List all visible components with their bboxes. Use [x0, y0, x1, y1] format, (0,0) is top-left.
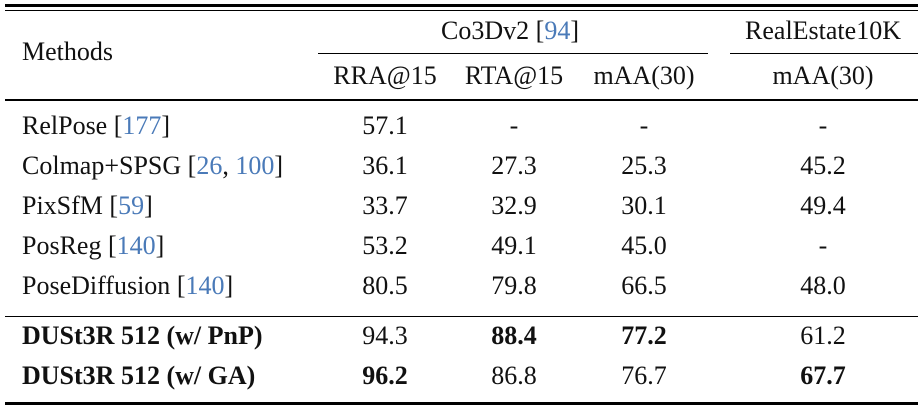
value-cell: 32.9 [491, 191, 537, 220]
cite-bracket: [ [187, 151, 197, 180]
group-co3dv2-cite[interactable]: 94 [544, 16, 571, 45]
col-header-rra15: RRA@15 [333, 61, 437, 90]
top-rule-1 [5, 4, 918, 7]
value-cell: 88.4 [491, 321, 537, 350]
header-rule [5, 99, 918, 101]
method-cell: Colmap+SPSG [26, 100] [22, 151, 283, 181]
value-cell: 49.1 [491, 231, 537, 260]
method-cell: DUSt3R 512 (w/ PnP) [22, 321, 263, 351]
citation-link[interactable]: 140 [116, 231, 156, 260]
col-header-rta15: RTA@15 [464, 61, 564, 90]
value-cell: 25.3 [621, 151, 667, 180]
cite-bracket: ] [161, 111, 171, 140]
value-cell: 66.5 [621, 271, 667, 300]
group-realestate-header: RealEstate10K [745, 16, 901, 45]
value-cell: 76.7 [621, 361, 667, 390]
method-name: DUSt3R 512 (w/ GA) [22, 361, 256, 390]
value-cell: 86.8 [491, 361, 537, 390]
citation-link[interactable]: 177 [122, 111, 162, 140]
method-name: Colmap+SPSG [22, 151, 188, 180]
cite-bracket: [ [113, 111, 123, 140]
value-cell: 79.8 [491, 271, 537, 300]
citation-link[interactable]: 100 [235, 151, 275, 180]
value-cell: 49.4 [800, 191, 846, 220]
value-cell: 33.7 [362, 191, 408, 220]
col-header-maa30-re10k: mAA(30) [772, 61, 874, 90]
value-cell: 45.0 [621, 231, 667, 260]
value-cell: 36.1 [362, 151, 408, 180]
value-cell: - [818, 231, 828, 260]
method-name: PosReg [22, 231, 108, 260]
method-name: RelPose [22, 111, 114, 140]
group-co3dv2-cite-open: [ [535, 16, 545, 45]
method-name: PoseDiffusion [22, 271, 177, 300]
citation-link[interactable]: 26 [196, 151, 223, 180]
value-cell: - [509, 111, 519, 140]
cmidrule-realestate [730, 53, 918, 54]
value-cell: 57.1 [362, 111, 408, 140]
value-cell: 80.5 [362, 271, 408, 300]
citation-link[interactable]: 59 [118, 191, 145, 220]
value-cell: - [818, 111, 828, 140]
cite-bracket: ] [144, 191, 153, 220]
value-cell: 96.2 [362, 361, 408, 390]
value-cell: 77.2 [621, 321, 667, 350]
cite-bracket: ] [224, 271, 234, 300]
value-cell: 27.3 [491, 151, 537, 180]
cite-separator: , [222, 151, 236, 180]
group-co3dv2-header: Co3Dv2 [94] [441, 16, 579, 46]
method-cell: PixSfM [59] [22, 191, 153, 221]
method-cell: PosReg [140] [22, 231, 164, 261]
bottom-rule [5, 402, 918, 405]
value-cell: 94.3 [362, 321, 408, 350]
top-rule-2 [5, 10, 918, 11]
cite-bracket: [ [107, 231, 117, 260]
method-cell: RelPose [177] [22, 111, 170, 141]
method-name: PixSfM [22, 191, 110, 220]
value-cell: 48.0 [800, 271, 846, 300]
group-co3dv2-cite-close: ] [570, 16, 579, 45]
cite-bracket: [ [176, 271, 186, 300]
cmidrule-co3dv2 [318, 53, 708, 54]
citation-link[interactable]: 140 [185, 271, 225, 300]
method-name: DUSt3R 512 (w/ PnP) [22, 321, 263, 350]
value-cell: 53.2 [362, 231, 408, 260]
cite-bracket: [ [109, 191, 119, 220]
method-cell: DUSt3R 512 (w/ GA) [22, 361, 255, 391]
col-header-maa30-co3d: mAA(30) [593, 61, 695, 90]
value-cell: 30.1 [621, 191, 667, 220]
methods-header: Methods [22, 37, 113, 66]
mid-rule [5, 316, 918, 317]
value-cell: 61.2 [800, 321, 846, 350]
value-cell: 45.2 [800, 151, 846, 180]
cite-bracket: ] [274, 151, 283, 180]
value-cell: 67.7 [800, 361, 846, 390]
method-cell: PoseDiffusion [140] [22, 271, 233, 301]
cite-bracket: ] [155, 231, 165, 260]
value-cell: - [639, 111, 649, 140]
group-co3dv2-name: Co3Dv2 [441, 16, 530, 45]
